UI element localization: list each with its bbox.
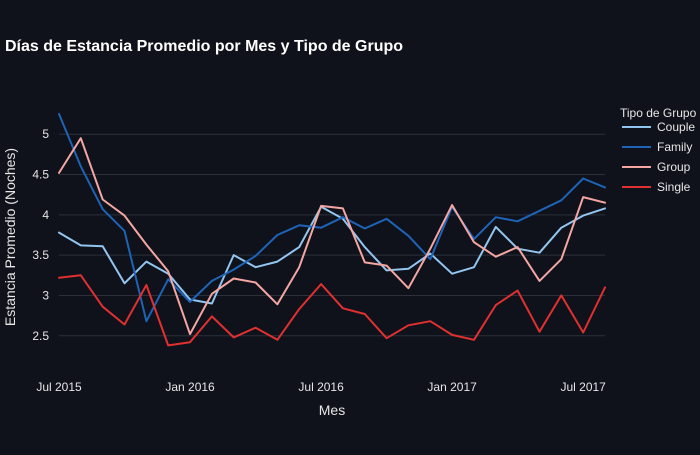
- series-line-couple[interactable]: [58, 205, 606, 305]
- series-line-single[interactable]: [58, 274, 606, 347]
- y-tick-label: 3: [42, 288, 49, 302]
- x-tick-label: Jul 2017: [560, 380, 606, 394]
- legend-item-group[interactable]: Group: [622, 160, 691, 174]
- y-tick-label: 5: [42, 127, 49, 141]
- y-tick-label: 4: [42, 208, 49, 222]
- legend-item-couple[interactable]: Couple: [622, 120, 695, 134]
- legend[interactable]: Tipo de Grupo Couple Family Group Single: [620, 106, 697, 194]
- y-axis-label: Estancia Promedio (Noches): [2, 148, 18, 326]
- legend-label: Family: [657, 140, 692, 154]
- legend-label: Single: [657, 180, 691, 194]
- x-axis-label: Mes: [319, 402, 345, 418]
- series-lines: [58, 113, 606, 347]
- legend-item-family[interactable]: Family: [622, 140, 692, 154]
- chart-title: Días de Estancia Promedio por Mes y Tipo…: [5, 38, 403, 55]
- x-tick-label: Jan 2017: [427, 380, 477, 394]
- legend-title: Tipo de Grupo: [620, 106, 697, 120]
- legend-label: Group: [657, 160, 691, 174]
- axes: 2.5 3 3.5 4 4.5 5 Jul 2015 Jan 2016 Jul 2016 Jan …: [32, 127, 606, 394]
- y-tick-label: 2.5: [32, 329, 49, 343]
- x-tick-label: Jan 2016: [165, 380, 215, 394]
- x-tick-label: Jul 2015: [36, 380, 82, 394]
- gridlines: [59, 133, 605, 337]
- legend-item-single[interactable]: Single: [622, 180, 691, 194]
- y-tick-label: 4.5: [32, 168, 49, 182]
- x-tick-label: Jul 2016: [298, 380, 344, 394]
- series-line-family[interactable]: [58, 113, 606, 323]
- y-tick-label: 3.5: [32, 248, 49, 262]
- legend-label: Couple: [657, 120, 695, 134]
- series-line-group[interactable]: [58, 137, 606, 336]
